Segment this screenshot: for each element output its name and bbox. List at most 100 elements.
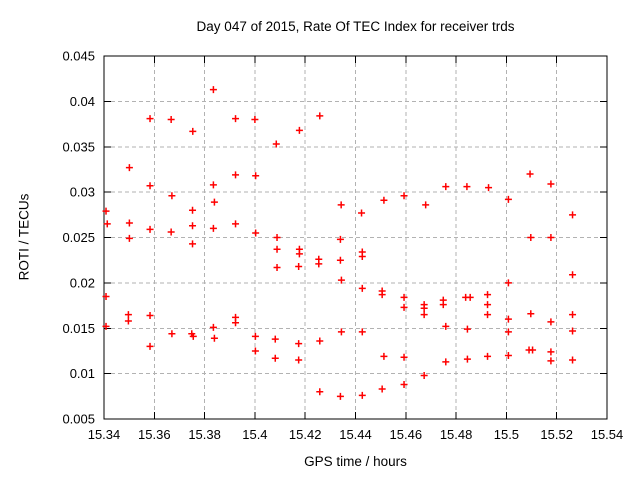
data-point: [569, 356, 577, 364]
data-point: [273, 263, 281, 271]
data-point: [189, 222, 197, 230]
x-tick-label: 15.42: [289, 427, 322, 442]
data-point: [251, 332, 259, 340]
data-point: [420, 304, 428, 312]
y-tick-label: 0.005: [62, 412, 95, 427]
data-point: [189, 240, 197, 248]
data-point: [358, 284, 366, 292]
data-point: [189, 206, 197, 214]
data-point: [295, 250, 303, 258]
x-axis-title: GPS time / hours: [304, 454, 407, 469]
data-point: [504, 195, 512, 203]
data-point: [209, 181, 217, 189]
data-point: [400, 381, 408, 389]
y-tick-label: 0.03: [70, 185, 95, 200]
data-point: [485, 184, 493, 192]
data-point: [380, 196, 388, 204]
x-tick-label: 15.38: [188, 427, 221, 442]
x-tick-label: 15.52: [540, 427, 573, 442]
y-tick-label: 0.015: [62, 321, 95, 336]
data-point: [209, 86, 217, 94]
data-point: [232, 220, 240, 228]
data-point: [337, 201, 345, 209]
data-point: [273, 234, 281, 241]
data-point: [336, 392, 344, 400]
data-point: [547, 318, 555, 326]
data-point: [466, 293, 474, 301]
data-point: [102, 207, 110, 215]
data-point: [442, 358, 450, 366]
data-point: [271, 335, 279, 343]
data-point: [146, 342, 154, 350]
data-point: [569, 271, 577, 279]
data-point: [252, 172, 260, 180]
data-point: [547, 234, 555, 241]
data-point: [209, 323, 217, 331]
data-point: [420, 371, 428, 379]
data-point: [569, 211, 577, 219]
data-point: [210, 334, 218, 342]
data-point: [442, 183, 450, 191]
data-point: [146, 182, 154, 190]
data-point: [295, 126, 303, 134]
data-point: [358, 209, 366, 217]
y-tick-label: 0.01: [70, 366, 95, 381]
data-point: [336, 235, 344, 243]
data-point: [295, 263, 303, 271]
data-point: [232, 319, 240, 327]
data-point: [484, 352, 492, 360]
data-point: [125, 164, 133, 172]
data-point: [295, 340, 303, 348]
y-axis-title: ROTI / TECUs: [16, 193, 32, 281]
data-point: [316, 112, 324, 120]
data-point: [380, 352, 388, 360]
data-point: [167, 228, 175, 236]
x-tick-label: 15.44: [339, 427, 372, 442]
data-point: [336, 256, 344, 264]
data-point: [167, 116, 175, 124]
data-point: [272, 140, 280, 148]
data-point: [400, 192, 408, 200]
y-tick-label: 0.035: [62, 139, 95, 154]
chart-title: Day 047 of 2015, Rate Of TEC Index for r…: [196, 19, 515, 34]
data-point: [484, 301, 492, 309]
data-point: [146, 225, 154, 233]
data-point: [463, 355, 471, 363]
data-point: [422, 201, 430, 209]
data-point: [526, 170, 534, 178]
x-tick-label: 15.36: [138, 427, 171, 442]
data-point: [252, 229, 260, 237]
data-point: [232, 115, 240, 123]
data-point: [463, 325, 471, 333]
y-tick-label: 0.04: [70, 94, 95, 109]
data-point: [316, 337, 324, 345]
data-point: [527, 310, 535, 318]
data-point: [102, 292, 110, 300]
x-tick-label: 15.46: [390, 427, 423, 442]
data-point: [400, 293, 408, 301]
data-point: [439, 301, 447, 309]
data-point: [337, 276, 345, 284]
data-point: [463, 183, 471, 191]
data-point: [316, 388, 324, 396]
x-tick-label: 15.5: [494, 427, 519, 442]
data-point: [378, 291, 386, 299]
data-point: [251, 116, 259, 124]
data-point: [146, 115, 154, 123]
data-point: [504, 315, 512, 323]
data-point: [125, 234, 133, 242]
data-point: [209, 224, 217, 232]
x-tick-label: 15.4: [242, 427, 267, 442]
data-point: [442, 322, 450, 330]
data-point: [547, 357, 555, 365]
data-point: [189, 127, 197, 135]
data-point: [527, 234, 535, 241]
data-point: [504, 351, 512, 359]
x-tick-label: 15.48: [440, 427, 473, 442]
data-point: [189, 332, 197, 340]
data-point: [232, 171, 240, 179]
data-point: [358, 328, 366, 336]
data-point: [547, 180, 555, 188]
data-point: [273, 245, 281, 253]
